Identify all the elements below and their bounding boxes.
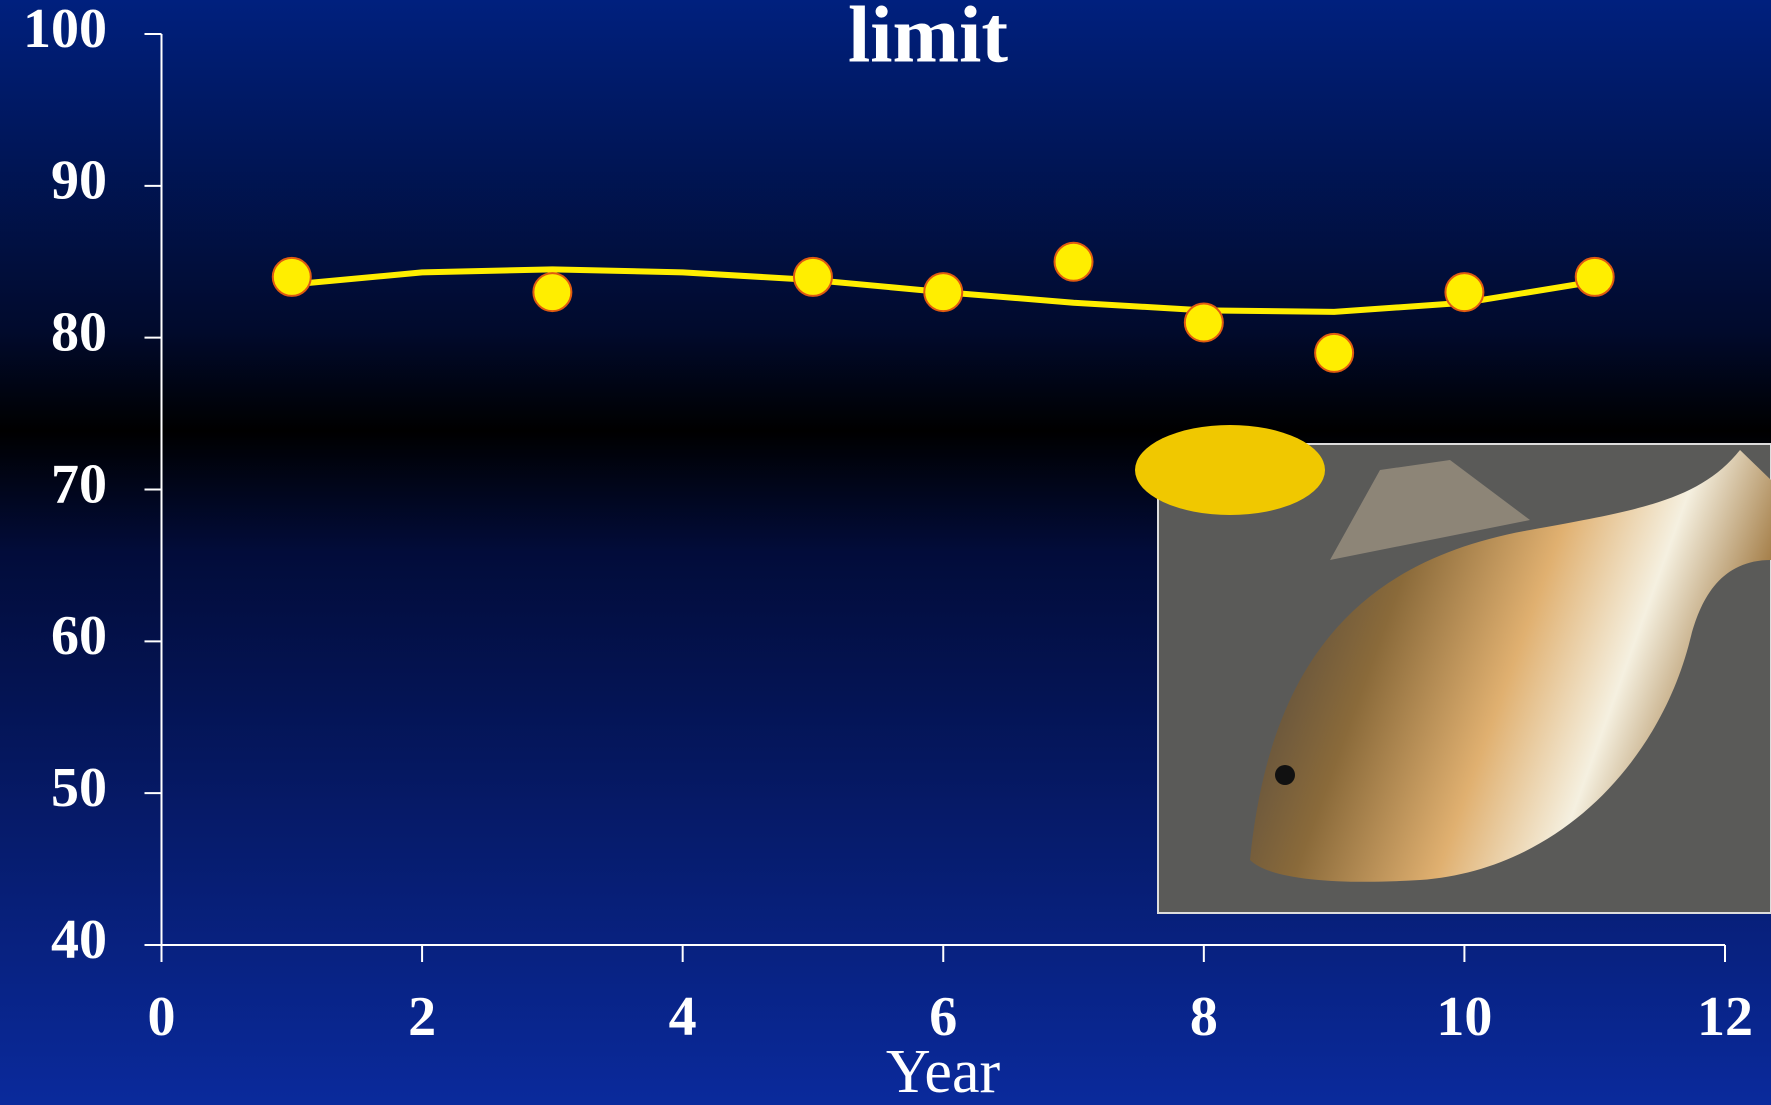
data-point: [271, 256, 312, 297]
data-point: [1574, 256, 1615, 297]
x-tick-label: 12: [1697, 986, 1753, 1048]
y-tick-label: 40: [51, 909, 107, 971]
x-tick-label: 6: [929, 986, 957, 1048]
data-point: [532, 272, 573, 313]
photo: [1135, 425, 1771, 914]
y-tick-label: 70: [51, 453, 107, 515]
y-tick-label: 80: [51, 302, 107, 364]
data-point: [923, 272, 964, 313]
y-tick-label: 60: [51, 605, 107, 667]
chart-title: limit: [848, 0, 1008, 79]
x-axis-label: Year: [886, 1038, 1001, 1105]
data-point: [1053, 241, 1094, 282]
y-tick-label: 90: [51, 150, 107, 212]
y-tick-label: 100: [23, 0, 107, 60]
data-point: [1444, 272, 1485, 313]
data-point: [792, 256, 833, 297]
x-tick-label: 10: [1436, 986, 1492, 1048]
x-tick-label: 8: [1190, 986, 1218, 1048]
data-point: [1314, 332, 1355, 373]
x-tick-label: 4: [669, 986, 697, 1048]
x-tick-label: 2: [408, 986, 436, 1048]
data-point: [1183, 302, 1224, 343]
x-tick-label: 0: [148, 986, 176, 1048]
y-tick-label: 50: [51, 757, 107, 819]
